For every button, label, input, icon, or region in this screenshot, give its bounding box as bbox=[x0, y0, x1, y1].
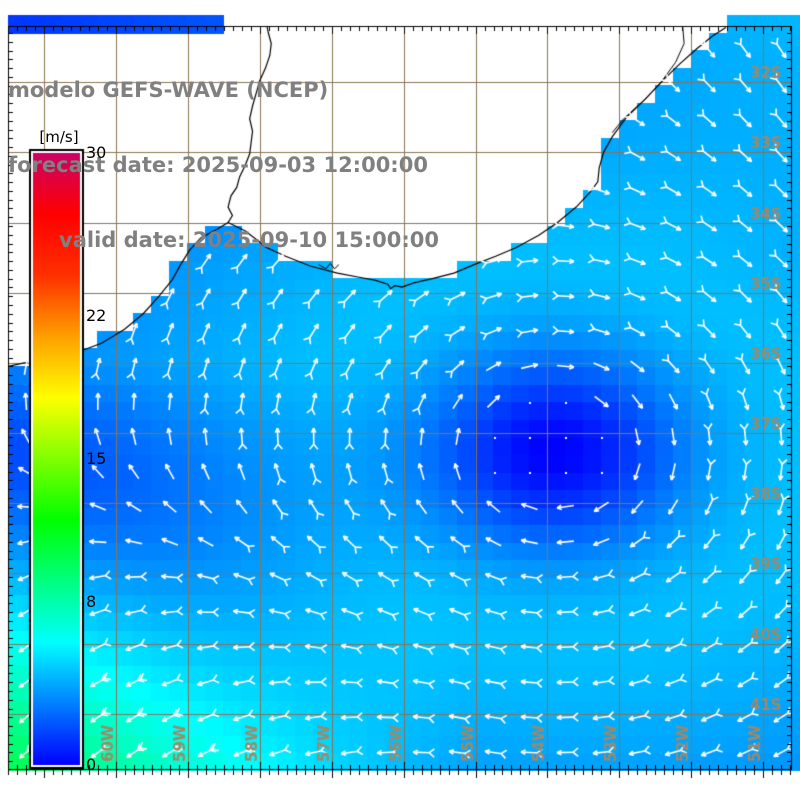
colorbar-unit-label: [m/s] bbox=[39, 128, 79, 146]
model-name-line: modelo GEFS-WAVE (NCEP) bbox=[8, 78, 329, 102]
colorbar-tick-30: 30 bbox=[86, 143, 107, 162]
colorbar-tick-15: 15 bbox=[86, 449, 107, 468]
valid-date-line: valid date: 2025-09-10 15:00:00 bbox=[59, 228, 439, 252]
colorbar-tick-22: 22 bbox=[86, 306, 107, 326]
colorbar-tick-0: 0 bbox=[86, 755, 97, 774]
figure-title-block: modelo GEFS-WAVE (NCEP) forecast date: 2… bbox=[8, 28, 568, 303]
colorbar-tick-8: 8 bbox=[86, 591, 97, 611]
